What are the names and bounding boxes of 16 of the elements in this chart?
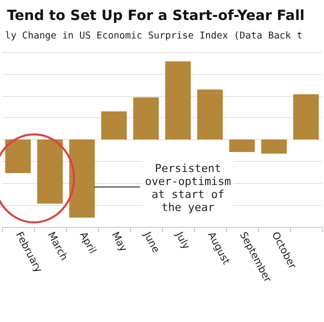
bar: [5, 140, 31, 174]
chart-subtitle: ly Change in US Economic Surprise Index (Data Back t: [5, 30, 302, 42]
chart-title: Tend to Set Up For a Start-of-Year Fall: [7, 8, 305, 24]
bar: [261, 140, 287, 154]
bar: [69, 140, 95, 218]
x-tick-label: June: [140, 230, 162, 255]
bar: [101, 111, 127, 140]
bar: [133, 97, 159, 140]
x-tick-label: July: [172, 230, 192, 252]
bar: [165, 61, 191, 140]
bar: [229, 140, 255, 152]
bar: [37, 140, 63, 204]
bar: [197, 90, 223, 140]
bar: [293, 94, 319, 140]
annotation: Persistent over-optimism at start of the year: [144, 162, 232, 214]
x-tick-label: May: [109, 230, 129, 254]
